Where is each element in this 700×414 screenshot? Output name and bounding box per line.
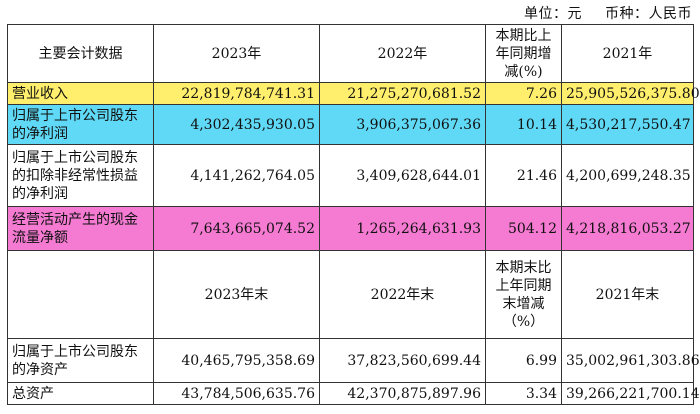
value-2023: 4,141,262,764.05: [153, 144, 320, 207]
row-label: 归属于上市公司股东的净利润: [7, 104, 154, 145]
value-change: 7.26: [485, 82, 562, 105]
table-row: 归属于上市公司股东的扣除非经常性损益的净利润 4,141,262,764.05 …: [7, 144, 694, 207]
row-label: 总资产: [7, 382, 154, 405]
unit-line: 单位：元 币种：人民币: [520, 3, 692, 23]
value-2023: 22,819,784,741.31: [153, 82, 320, 105]
value-change: 3.34: [485, 382, 562, 405]
header-item: 主要会计数据: [7, 24, 154, 83]
header-item: [7, 250, 154, 339]
value-2023: 7,643,665,074.52: [153, 206, 320, 251]
row-label: 归属于上市公司股东的扣除非经常性损益的净利润: [7, 144, 154, 207]
row-label: 归属于上市公司股东的净资产: [7, 338, 154, 383]
header-2023-end: 2023年末: [153, 250, 320, 339]
value-2022: 37,823,560,699.44: [319, 338, 486, 383]
value-change: 21.46: [485, 144, 562, 207]
value-2022: 1,265,264,631.93: [319, 206, 486, 251]
value-change: 504.12: [485, 206, 562, 251]
value-change: 6.99: [485, 338, 562, 383]
value-2021: 4,218,816,053.27: [561, 206, 694, 251]
value-2023: 4,302,435,930.05: [153, 104, 320, 145]
table-row: 经营活动产生的现金流量净额 7,643,665,074.52 1,265,264…: [7, 206, 694, 251]
value-2023: 43,784,506,635.76: [153, 382, 320, 405]
table-row: 营业收入 22,819,784,741.31 21,275,270,681.52…: [7, 82, 700, 105]
table-row: 归属于上市公司股东的净资产 40,465,795,358.69 37,823,5…: [7, 338, 700, 383]
row-label: 营业收入: [7, 82, 154, 105]
unit-label: 单位：元: [524, 6, 583, 22]
value-2021: 39,266,221,700.14: [561, 382, 700, 405]
value-2022: 42,370,875,897.96: [319, 382, 486, 405]
value-2021: 4,200,699,248.35: [561, 144, 694, 207]
header-2021-end: 2021年末: [561, 250, 694, 339]
table-row: 归属于上市公司股东的净利润 4,302,435,930.05 3,906,375…: [7, 104, 694, 145]
table-header-row: 主要会计数据 2023年 2022年 本期比上年同期增减(%) 2021年: [7, 24, 694, 83]
financial-data-table: 主要会计数据 2023年 2022年 本期比上年同期增减(%) 2021年 营业…: [7, 24, 700, 405]
value-2023: 40,465,795,358.69: [153, 338, 320, 383]
table-subheader-row: 2023年末 2022年末 本期末比上年同期末增减（%） 2021年末: [7, 250, 694, 339]
value-2022: 3,409,628,644.01: [319, 144, 486, 207]
value-2021: 25,905,526,375.80: [561, 82, 700, 105]
value-2022: 3,906,375,067.36: [319, 104, 486, 145]
header-2022: 2022年: [319, 24, 486, 83]
header-2021: 2021年: [561, 24, 694, 83]
value-change: 10.14: [485, 104, 562, 145]
header-change-end: 本期末比上年同期末增减（%）: [485, 250, 562, 339]
value-2021: 4,530,217,550.47: [561, 104, 694, 145]
row-label: 经营活动产生的现金流量净额: [7, 206, 154, 251]
header-change: 本期比上年同期增减(%): [485, 24, 562, 83]
table-row: 总资产 43,784,506,635.76 42,370,875,897.96 …: [7, 382, 700, 405]
currency-label: 币种：人民币: [605, 6, 692, 22]
header-2023: 2023年: [153, 24, 320, 83]
value-2022: 21,275,270,681.52: [319, 82, 486, 105]
header-2022-end: 2022年末: [319, 250, 486, 339]
value-2021: 35,002,961,303.86: [561, 338, 700, 383]
